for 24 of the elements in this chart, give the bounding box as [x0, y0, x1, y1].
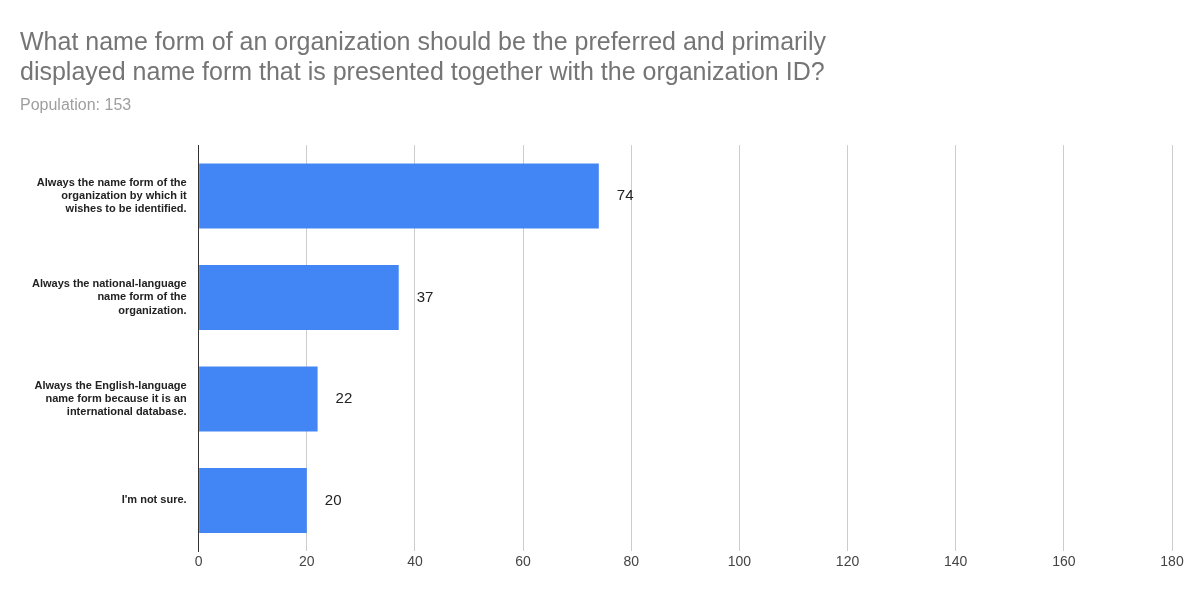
data-label: 74 — [616, 186, 634, 204]
bar — [199, 467, 307, 533]
data-label: 22 — [335, 389, 353, 407]
x-tick-label: 140 — [944, 553, 968, 570]
data-label: 37 — [416, 287, 434, 305]
x-tick-label: 20 — [299, 553, 315, 570]
y-tick-label: Always the name form of the organization by which it wishes to be identified. — [36, 175, 187, 215]
x-tick-label: 60 — [515, 553, 532, 570]
bar — [199, 264, 399, 330]
x-tick-label: 160 — [1052, 553, 1076, 570]
bar — [199, 366, 318, 432]
x-tick-label: 180 — [1160, 553, 1184, 570]
x-tick-label: 0 — [194, 553, 203, 570]
y-tick-label: I'm not sure. — [121, 493, 187, 506]
y-tick-label: Always the English-language name form because it is an international database. — [34, 378, 187, 418]
x-tick-label: 120 — [835, 553, 860, 570]
x-tick-label: 40 — [407, 553, 423, 570]
x-tick-label: 80 — [623, 553, 640, 570]
bar — [199, 163, 599, 229]
chart-title: What name form of an organization should be the preferred and primarily displayed name form that is presented together with the organization ID? — [20, 26, 827, 85]
data-label: 20 — [324, 490, 342, 508]
y-tick-label: Always the national-language name form of the organization. — [32, 277, 187, 316]
x-tick-label: 100 — [727, 553, 752, 570]
chart-subtitle: Population: 153 — [20, 96, 132, 114]
